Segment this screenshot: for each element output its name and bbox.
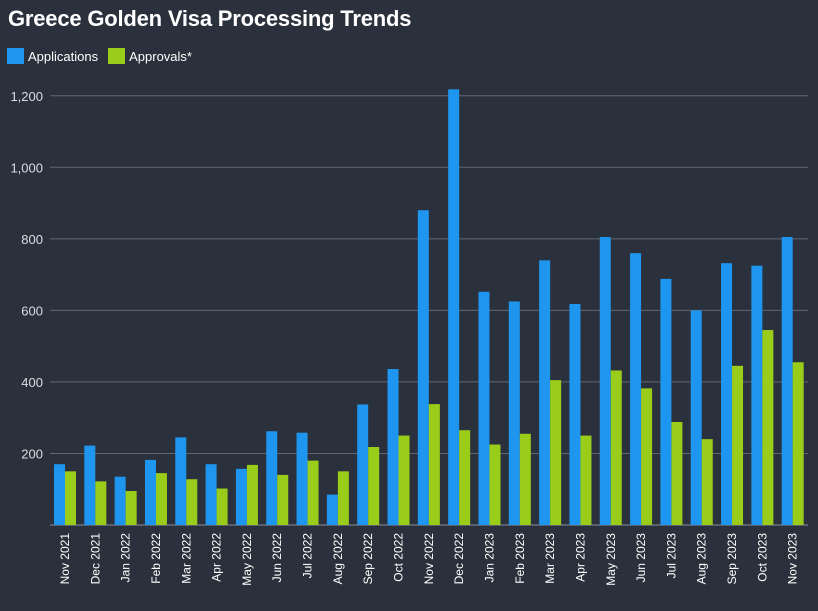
bar-approvals: Approvals* Oct 2022: 250 — [398, 435, 410, 525]
bar-approvals: Approvals* Jan 2022: 95 — [125, 491, 137, 525]
bar-approvals: Approvals* Dec 2022: 265 — [459, 430, 471, 525]
x-tick-label: Apr 2022 — [210, 533, 224, 582]
legend-item-approvals[interactable]: Approvals* — [108, 48, 192, 64]
bar-applications: Applications Oct 2023: 725 — [751, 265, 763, 525]
bar-approvals: Approvals* Jun 2023: 382 — [641, 388, 653, 525]
bar-applications: Applications Dec 2022: 1218 — [448, 89, 460, 525]
x-tick-label: Aug 2023 — [695, 533, 709, 585]
bar-approvals: Approvals* Sep 2023: 445 — [732, 365, 744, 525]
bar-approvals: Approvals* Feb 2022: 145 — [155, 473, 167, 525]
bar-approvals: Approvals* Aug 2022: 150 — [337, 471, 349, 525]
x-tick-label: Feb 2022 — [149, 533, 163, 584]
bar-approvals: Approvals* May 2023: 432 — [610, 370, 622, 525]
x-tick-label: Aug 2022 — [331, 533, 345, 585]
bar-applications: Applications Oct 2022: 436 — [387, 369, 399, 525]
bar-applications: Applications May 2023: 805 — [599, 237, 611, 526]
x-tick-label: Jun 2023 — [634, 533, 648, 583]
y-tick-label: 200 — [21, 446, 43, 461]
bar-approvals: Approvals* Sep 2022: 218 — [368, 447, 380, 525]
legend-item-applications[interactable]: Applications — [7, 48, 98, 64]
bar-applications: Applications Aug 2023: 600 — [690, 310, 702, 525]
bar-applications: Applications Nov 2021: 170 — [54, 464, 65, 525]
x-tick-label: Nov 2021 — [58, 533, 72, 585]
y-tick-label: 1,200 — [10, 89, 43, 104]
bar-approvals: Approvals* May 2022: 168 — [246, 464, 258, 525]
legend-label-applications: Applications — [28, 48, 99, 64]
bar-applications: Applications Feb 2022: 182 — [144, 459, 156, 525]
bar-applications: Applications Jul 2022: 258 — [296, 432, 308, 525]
bar-approvals: Approvals* Jul 2022: 180 — [307, 460, 319, 525]
bar-applications: Applications Mar 2023: 740 — [539, 260, 551, 525]
x-tick-label: Mar 2022 — [179, 533, 193, 584]
x-tick-label: Jul 2023 — [664, 533, 678, 579]
x-tick-label: Jan 2023 — [482, 533, 496, 583]
legend: Applications Approvals* — [7, 48, 202, 64]
bar-applications: Applications May 2022: 157 — [235, 468, 247, 525]
bar-approvals: Approvals* Jan 2023: 225 — [489, 444, 501, 525]
y-tick-label: 400 — [21, 375, 43, 390]
bar-applications: Applications Aug 2022: 85 — [326, 494, 338, 525]
x-tick-label: Nov 2022 — [422, 533, 436, 585]
bar-approvals: Approvals* Jul 2023: 288 — [671, 421, 683, 525]
bar-applications: Applications Nov 2023: 805 — [781, 237, 793, 526]
x-tick-label: Nov 2023 — [786, 533, 800, 585]
bar-approvals: Approvals* Nov 2023: 455 — [792, 362, 804, 525]
bar-applications: Applications Jun 2023: 760 — [630, 253, 642, 525]
x-tick-label: May 2023 — [604, 533, 618, 586]
bar-approvals: Approvals* Oct 2023: 545 — [762, 330, 774, 525]
bar-approvals: Approvals* Nov 2022: 338 — [428, 404, 440, 525]
bar-applications: Applications Jul 2023: 688 — [660, 278, 672, 525]
bar-applications: Applications Jun 2022: 262 — [266, 431, 278, 525]
bar-applications: Applications Jan 2023: 652 — [478, 291, 490, 525]
bar-applications: Applications Feb 2023: 625 — [508, 301, 520, 525]
x-tick-label: May 2022 — [240, 533, 254, 586]
x-tick-label: Sep 2022 — [361, 533, 375, 585]
y-tick-label: 800 — [21, 232, 43, 247]
bar-applications: Applications Sep 2022: 337 — [357, 404, 369, 525]
y-tick-label: 600 — [21, 303, 43, 318]
x-tick-label: Mar 2023 — [543, 533, 557, 584]
bar-approvals: Approvals* Apr 2022: 102 — [216, 488, 228, 525]
legend-swatch-approvals — [108, 48, 126, 64]
bar-applications: Applications Jan 2022: 135 — [114, 476, 126, 525]
bar-approvals: Approvals* Nov 2021: 150 — [65, 471, 76, 525]
y-tick-label: 1,000 — [10, 160, 43, 175]
x-tick-label: Dec 2022 — [452, 533, 466, 585]
bar-approvals: Approvals* Dec 2021: 122 — [95, 481, 107, 525]
bar-approvals: Approvals* Aug 2023: 240 — [701, 439, 713, 525]
bar-approvals: Approvals* Mar 2022: 128 — [186, 479, 198, 525]
x-tick-label: Oct 2022 — [392, 533, 406, 582]
x-tick-label: Sep 2023 — [725, 533, 739, 585]
x-tick-label: Jul 2022 — [301, 533, 315, 579]
x-tick-label: Apr 2023 — [573, 533, 587, 582]
legend-swatch-applications — [7, 48, 24, 64]
bar-applications: Applications Apr 2022: 170 — [205, 464, 217, 525]
bar-applications: Applications Nov 2022: 880 — [417, 210, 429, 525]
x-tick-label: Oct 2023 — [755, 533, 769, 582]
bar-approvals: Approvals* Jun 2022: 140 — [277, 474, 289, 525]
bar-approvals: Approvals* Apr 2023: 250 — [580, 435, 592, 525]
x-tick-label: Dec 2021 — [88, 533, 102, 585]
bar-applications: Applications Mar 2022: 245 — [175, 437, 187, 525]
bar-approvals: Approvals* Mar 2023: 405 — [550, 380, 562, 525]
legend-label-approvals: Approvals* — [129, 48, 192, 64]
x-tick-label: Feb 2023 — [513, 533, 527, 584]
bar-applications: Applications Dec 2021: 222 — [84, 445, 96, 525]
x-tick-label: Jan 2022 — [119, 533, 133, 583]
chart-title: Greece Golden Visa Processing Trends — [8, 6, 412, 31]
bar-approvals: Approvals* Feb 2023: 255 — [519, 433, 531, 525]
bar-applications: Applications Apr 2023: 618 — [569, 303, 581, 525]
x-tick-label: Jun 2022 — [270, 533, 284, 583]
bar-applications: Applications Sep 2023: 732 — [721, 263, 733, 525]
